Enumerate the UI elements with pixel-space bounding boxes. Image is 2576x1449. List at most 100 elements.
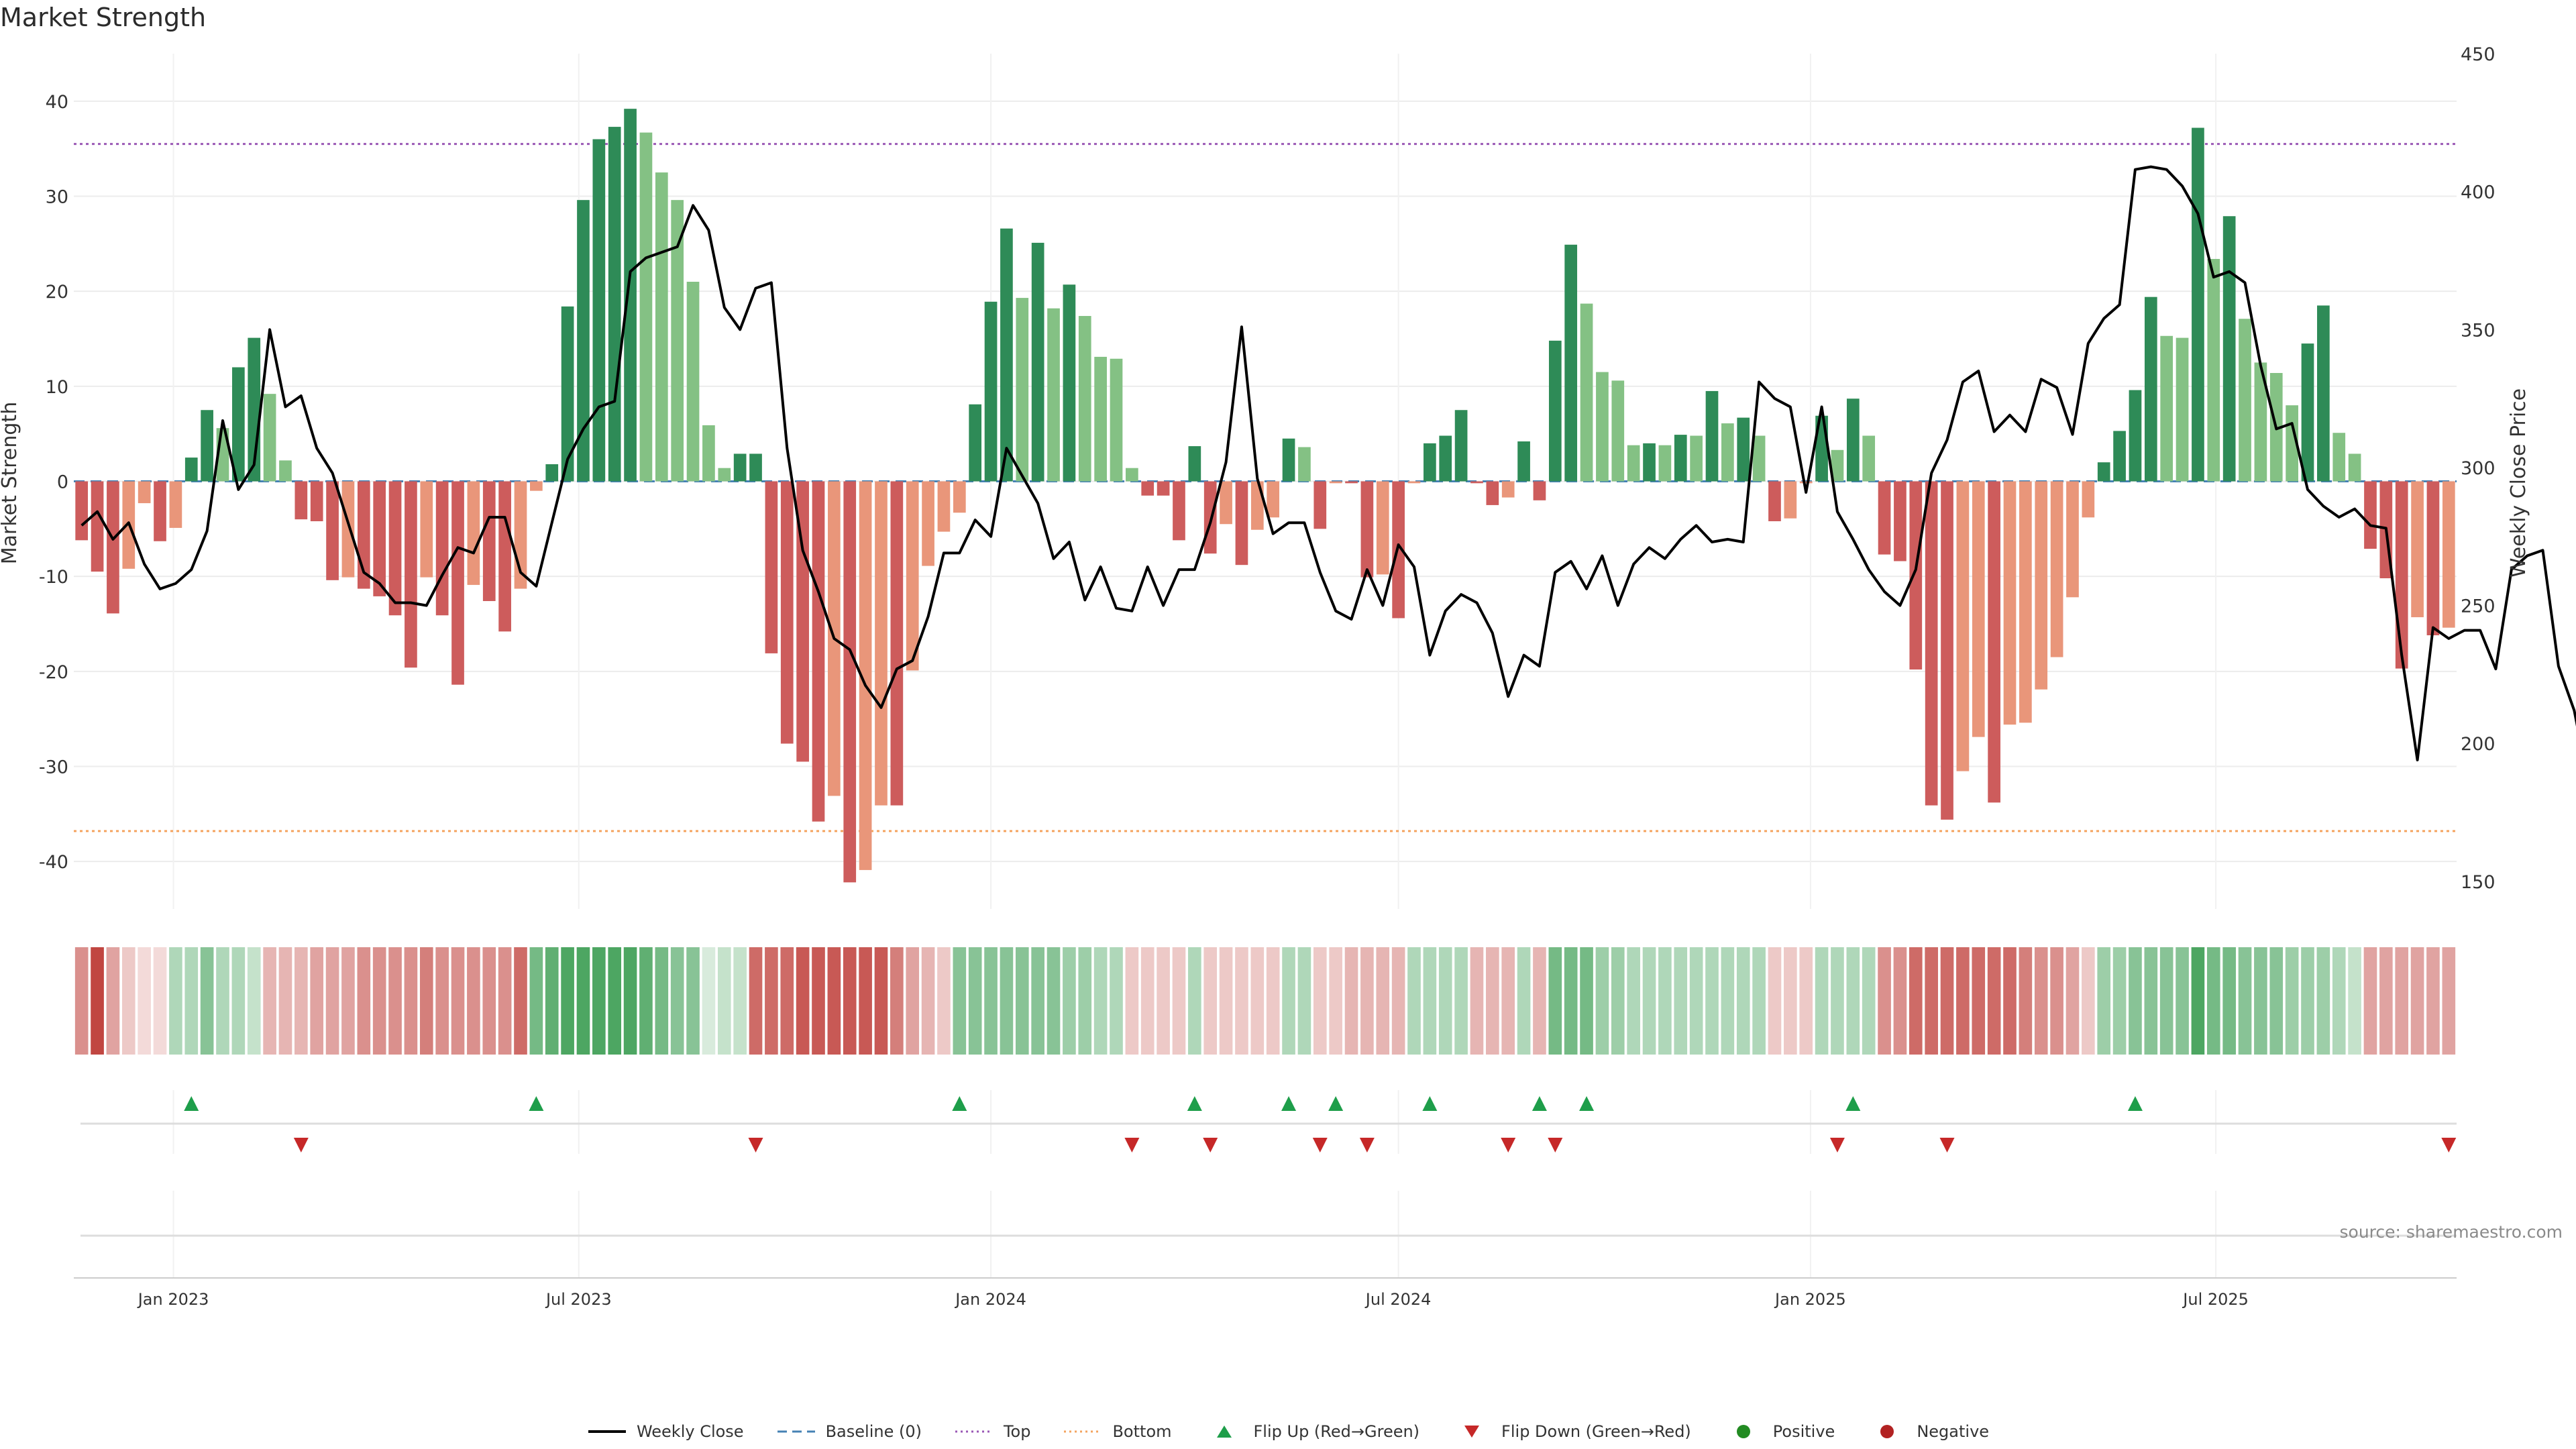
strength-bar [1737,417,1750,482]
legend-label: Positive [1772,1422,1835,1441]
strength-bar [263,394,276,482]
strength-bar [639,132,653,482]
strength-bar [1000,228,1013,482]
heatmap-cell [231,947,246,1055]
flip-up-marker [1281,1096,1297,1111]
strength-bar [530,481,543,491]
flip-up-marker [184,1096,199,1111]
heatmap-cell [2050,947,2063,1055]
strength-bar [1078,316,1091,482]
heatmap-cell [341,947,355,1055]
strength-bar [1611,380,1625,482]
strength-bar [1846,398,1860,482]
heatmap-cell [247,947,261,1055]
strength-bar [749,453,762,482]
strength-bar [2082,481,2095,518]
strength-bar [1752,435,1766,482]
flip-up-marker [1845,1096,1861,1111]
heatmap-cell [153,947,167,1055]
heatmap-cell [655,947,669,1055]
strength-bar [232,367,245,482]
heatmap-cell [2129,947,2142,1055]
heatmap-cell [1376,947,1390,1055]
heatmap-cell [1203,947,1218,1055]
heatmap-cell [576,947,590,1055]
strength-bar [1439,435,1452,482]
flip-down-marker [1501,1138,1516,1152]
heatmap-cell [1000,947,1014,1055]
heatmap-cell [138,947,151,1055]
flip-down-marker [1829,1138,1845,1152]
heatmap-cell [1972,947,1986,1055]
heatmap-cell [1815,947,1829,1055]
y-tick-label: -40 [39,852,68,873]
strength-bar [1831,449,1844,482]
heatmap-cell [404,947,418,1055]
legend-circle [1736,1425,1750,1438]
heatmap-cell [372,947,386,1055]
heatmap-cell [1282,947,1295,1055]
strength-bar [1282,438,1295,482]
heatmap-cell [2034,947,2048,1055]
flip-up-marker [1422,1096,1438,1111]
strength-bar [1047,308,1060,482]
heatmap-cell [608,947,622,1055]
heatmap-cell [2191,947,2205,1055]
y-tick-label: -10 [39,567,68,588]
strength-bar [2035,481,2048,690]
gridlines [74,54,2457,1278]
heatmap-cell [2112,947,2127,1055]
strength-bar [2364,481,2377,549]
strength-bar [1705,390,1719,482]
y-axis-left: -40 -30 -20 -10 0 10 20 30 40 [39,92,68,873]
strength-bar [1972,481,1985,737]
heatmap-cell [278,947,292,1055]
strength-bar [1564,244,1578,482]
x-tick-label: Jan 2025 [1774,1290,1846,1309]
heatmap-cell [200,947,214,1055]
heatmap-cell [2285,947,2299,1055]
heatmap-cell [2206,947,2220,1055]
strength-bar [1267,481,1280,518]
legend-label: Negative [1917,1422,1990,1441]
flip-down-marker [1548,1138,1563,1152]
strength-bar [1878,481,1891,555]
heatmap-cell [2144,947,2158,1055]
strength-bar [733,453,747,482]
heatmap-cell [1423,947,1437,1055]
strength-bar [310,481,323,521]
strength-bar [184,458,198,482]
strength-bar [75,481,89,541]
y-tick-label: 20 [46,282,68,303]
heatmap-cell [169,947,182,1055]
heatmap-cell [1219,947,1233,1055]
flip-down-marker [1124,1138,1140,1152]
legend-swatch [1064,1430,1102,1433]
legend-label: Flip Down (Green→Red) [1501,1422,1691,1441]
y2-tick-label: 450 [2461,44,2496,65]
strength-bar [624,109,637,482]
heatmap-cell [1046,947,1061,1055]
heatmap-cell [1172,947,1186,1055]
weekly-close-line [80,165,2576,761]
flip-down-marker [1939,1138,1955,1152]
heatmap-cell [874,947,888,1055]
legend-swatch [1216,1426,1232,1438]
strength-bar [1110,358,1123,482]
heatmap-cell [1862,947,1876,1055]
heatmap-cell [2238,947,2252,1055]
heatmap-cell [2301,947,2314,1055]
strength-bar [1173,481,1185,541]
strength-bar [1862,435,1876,482]
heatmap-cell [1031,947,1044,1055]
heatmap-cell [780,947,794,1055]
heatmap-cell [1235,947,1248,1055]
heatmap-cell [906,947,920,1055]
strength-bar [1376,481,1389,575]
heatmap-cell [1909,947,1923,1055]
x-tick-label: Jul 2023 [545,1290,612,1309]
strength-bar [545,464,559,482]
heatmap-cell [561,947,574,1055]
heatmap-cell [1533,947,1546,1055]
